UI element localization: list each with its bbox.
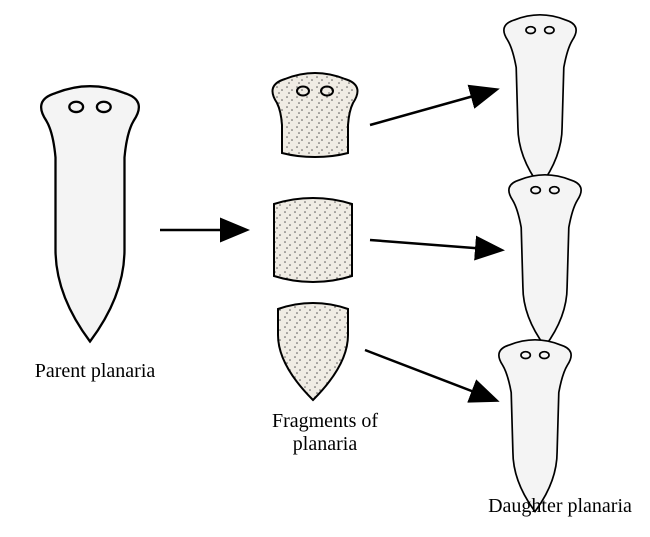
parent-planaria	[41, 86, 139, 341]
fragment-middle	[274, 198, 352, 282]
fragment-head	[273, 73, 358, 157]
daughter-planaria-1	[504, 15, 576, 187]
fragment-tail	[278, 303, 348, 400]
daughter-planaria-3	[499, 340, 571, 512]
arrow-fragment-middle-to-daughter	[370, 240, 500, 250]
diagram-svg	[0, 0, 650, 537]
label-parent: Parent planaria	[10, 360, 180, 383]
label-daughter: Daughter planaria	[470, 495, 650, 518]
daughter-planaria-2	[509, 175, 581, 347]
diagram-stage: Parent planaria Fragments of planaria Da…	[0, 0, 650, 537]
arrow-fragment-head-to-daughter	[370, 90, 495, 125]
arrow-fragment-tail-to-daughter	[365, 350, 495, 400]
label-fragments: Fragments of planaria	[240, 410, 410, 456]
